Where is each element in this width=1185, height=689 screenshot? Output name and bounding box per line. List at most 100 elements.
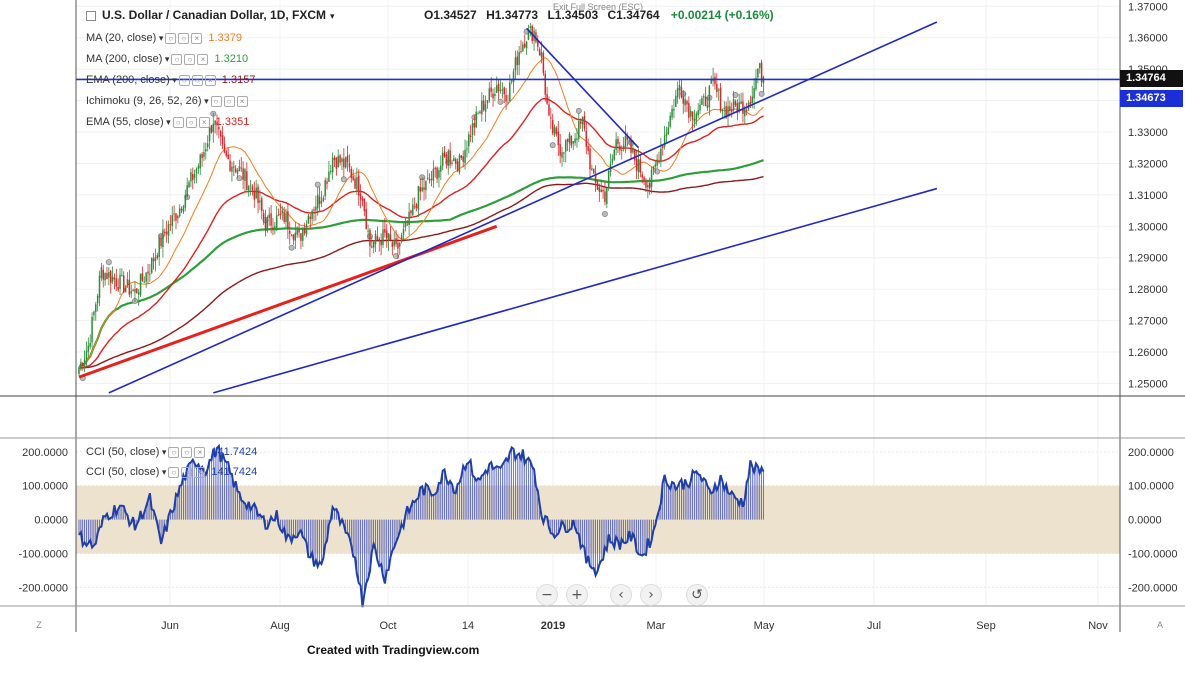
remove-icon[interactable]: ×: [204, 74, 216, 86]
zoom-out-icon[interactable]: −: [536, 584, 558, 606]
remove-icon[interactable]: ×: [191, 32, 203, 44]
chevron-down-icon[interactable]: ▾: [156, 33, 164, 43]
candle-body: [229, 160, 231, 171]
settings-icon[interactable]: ○: [223, 95, 235, 107]
candle-body: [214, 120, 216, 125]
candle-body: [249, 184, 252, 186]
candle-body: [454, 158, 457, 164]
candle-body: [244, 169, 246, 181]
candle-body: [137, 292, 140, 295]
remove-icon[interactable]: ×: [194, 466, 206, 478]
settings-icon[interactable]: ○: [181, 466, 193, 478]
candle-body: [673, 109, 675, 111]
chevron-down-icon[interactable]: ▾: [162, 54, 170, 64]
candle-body: [516, 56, 519, 66]
chevron-down-icon[interactable]: ▾: [330, 11, 335, 21]
remove-icon[interactable]: ×: [197, 53, 209, 65]
candle-body: [652, 166, 655, 171]
indicator-legend-row[interactable]: MA (20, close) ▾ ○ ○ × 1.3379: [86, 32, 242, 44]
candle-body: [302, 229, 304, 241]
candle-body: [544, 73, 546, 95]
indicator-legend-row[interactable]: EMA (55, close) ▾ ○ ○ × 1.3351: [86, 116, 249, 128]
indicator-legend-row[interactable]: Ichimoku (9, 26, 52, 26) ▾ ○ ○ ×: [86, 95, 248, 107]
candle-body: [253, 190, 256, 200]
chevron-down-icon[interactable]: ▾: [159, 467, 167, 477]
ichimoku-marker: [105, 259, 112, 266]
candle-body: [565, 140, 567, 152]
chevron-down-icon[interactable]: ▾: [163, 117, 171, 127]
candle-body: [178, 208, 181, 217]
candle-body: [579, 121, 582, 124]
candle-body: [557, 131, 560, 146]
settings-icon[interactable]: ○: [178, 32, 190, 44]
candle-body: [745, 109, 748, 111]
eye-icon[interactable]: ○: [168, 446, 180, 458]
indicator-legend-row[interactable]: MA (200, close) ▾ ○ ○ × 1.3210: [86, 53, 248, 65]
candle-body: [471, 123, 474, 135]
eye-icon[interactable]: ○: [168, 466, 180, 478]
candle-body: [233, 166, 235, 168]
auto-scale-toggle-a[interactable]: A: [1156, 620, 1163, 630]
candle-body: [725, 106, 727, 118]
candle-body: [428, 178, 431, 181]
candle-body: [160, 238, 162, 247]
candle-body: [676, 88, 679, 98]
chevron-down-icon[interactable]: ▾: [201, 96, 209, 106]
ichimoku-marker: [758, 90, 765, 97]
chevron-down-icon[interactable]: ▾: [159, 447, 167, 457]
eye-icon[interactable]: ○: [178, 74, 190, 86]
price-tick-label: 1.36000: [1128, 33, 1168, 45]
collapse-icon[interactable]: [86, 10, 96, 21]
candle-body: [538, 49, 541, 56]
candle-body: [119, 274, 121, 289]
candle-body: [98, 275, 101, 298]
settings-icon[interactable]: ○: [191, 74, 203, 86]
zoom-in-icon[interactable]: +: [566, 584, 588, 606]
candle-body: [184, 194, 187, 208]
settings-icon[interactable]: ○: [184, 53, 196, 65]
eye-icon[interactable]: ○: [171, 53, 183, 65]
settings-icon[interactable]: ○: [181, 446, 193, 458]
candle-body: [134, 289, 136, 293]
log-scale-toggle-z[interactable]: Z: [36, 620, 42, 630]
remove-icon[interactable]: ×: [194, 446, 206, 458]
cci-legend-row[interactable]: CCI (50, close) ▾ ○ ○ × 141.7424: [86, 446, 257, 458]
candle-body: [361, 198, 364, 201]
ohlc-open: O1.34527: [424, 8, 477, 22]
candle-body: [231, 166, 233, 172]
indicator-legend-row[interactable]: EMA (200, close) ▾ ○ ○ × 1.3157: [86, 74, 255, 86]
eye-icon[interactable]: ○: [210, 95, 222, 107]
candle-body: [78, 367, 80, 375]
candle-body: [89, 342, 91, 347]
reset-icon[interactable]: ↺: [686, 584, 708, 606]
eye-icon[interactable]: ○: [165, 32, 177, 44]
candle-body: [324, 179, 326, 197]
candle-body: [602, 189, 604, 192]
candle-body: [283, 211, 285, 222]
remove-icon[interactable]: ×: [198, 116, 210, 128]
settings-icon[interactable]: ○: [185, 116, 197, 128]
support-trend-red: [78, 224, 498, 379]
candle-body: [367, 230, 369, 232]
candle-body: [441, 153, 444, 167]
time-tick-label: Aug: [270, 620, 290, 632]
candle-body: [587, 146, 589, 151]
candle-body: [358, 175, 360, 196]
trendlines: [76, 21, 1120, 394]
symbol-title[interactable]: U.S. Dollar / Canadian Dollar, 1D, FXCM: [102, 8, 327, 22]
candle-body: [445, 154, 448, 164]
candle-body: [216, 121, 218, 126]
ohlc-low: L1.34503: [547, 8, 599, 22]
eye-icon[interactable]: ○: [172, 116, 184, 128]
cci-tick-label-left: -100.0000: [18, 548, 68, 560]
price-tick-label: 1.26000: [1128, 347, 1168, 359]
scroll-right-icon[interactable]: ›: [640, 584, 662, 606]
remove-icon[interactable]: ×: [236, 95, 248, 107]
candle-body: [136, 288, 138, 294]
cci-legend-row[interactable]: CCI (50, close) ▾ ○ ○ × 141.7424: [86, 466, 257, 478]
cci-tick-label-left: 100.0000: [22, 481, 68, 493]
candle-body: [680, 87, 683, 98]
chevron-down-icon[interactable]: ▾: [169, 75, 177, 85]
scroll-left-icon[interactable]: ‹: [610, 584, 632, 606]
